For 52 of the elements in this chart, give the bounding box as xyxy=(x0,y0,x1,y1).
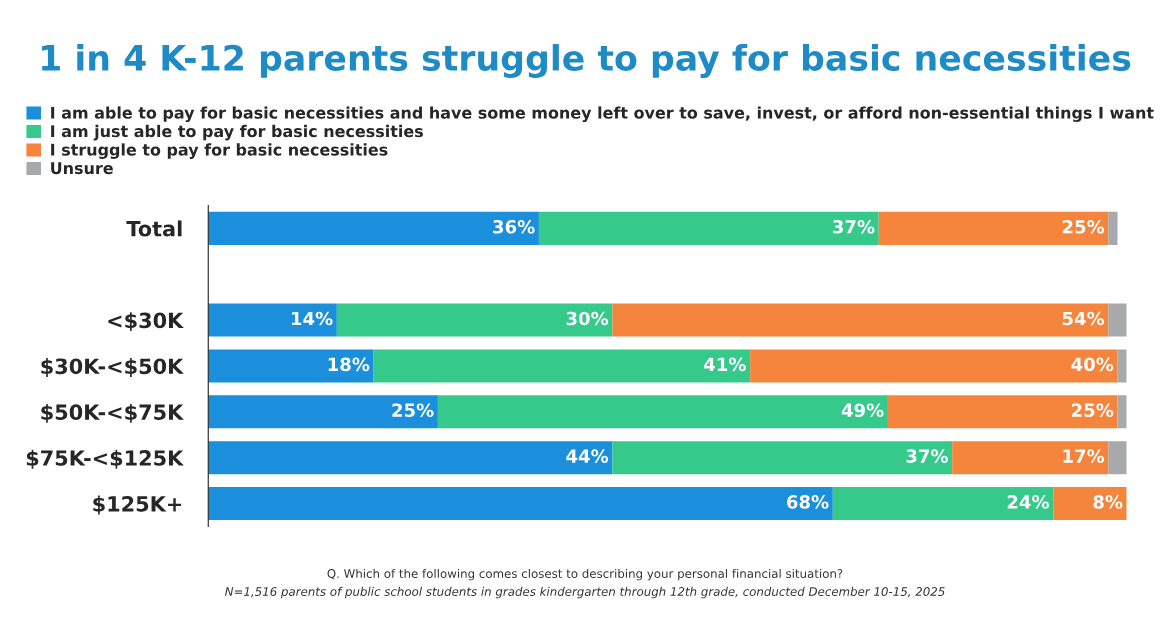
bar xyxy=(208,303,337,337)
bar xyxy=(208,349,374,383)
bar xyxy=(208,441,613,475)
bar xyxy=(336,303,613,337)
y-tick-label: $50K-<$75K xyxy=(41,403,184,423)
data-label: 24% xyxy=(1007,495,1049,509)
data-label: 54% xyxy=(1062,311,1105,326)
text: N=1,516 parents of public school students in grades kindergarten through 12th grade, conducted December 10-15, 2025 xyxy=(225,586,945,599)
data-label: 17% xyxy=(1063,449,1105,463)
bar xyxy=(612,303,1109,337)
data-label: 8% xyxy=(1093,495,1123,509)
legend-label: I am just able to pay for basic necessities xyxy=(51,124,423,141)
y-tick-label: Total xyxy=(126,220,182,237)
legend-label: I am able to pay for basic necessities and have some money left over to save, invest, or afford non-essential things I want xyxy=(51,106,1154,122)
bar xyxy=(538,211,879,245)
data-label: 36% xyxy=(493,219,535,234)
data-label: 41% xyxy=(704,357,746,372)
bar xyxy=(208,487,833,521)
bar xyxy=(1108,303,1127,337)
bar xyxy=(887,395,1118,429)
data-label: 68% xyxy=(787,495,829,509)
data-label: 25% xyxy=(392,403,434,418)
bar xyxy=(952,441,1109,475)
bar xyxy=(208,395,438,429)
bar xyxy=(878,211,1109,245)
data-label: 44% xyxy=(566,449,609,463)
bar xyxy=(612,441,953,475)
bar xyxy=(750,349,1118,383)
data-label: 18% xyxy=(328,357,370,372)
bar xyxy=(1108,211,1118,245)
data-label: 37% xyxy=(833,219,875,234)
data-label: 25% xyxy=(1072,403,1114,418)
bar xyxy=(437,395,888,429)
bar xyxy=(208,211,539,245)
data-label: 49% xyxy=(841,403,884,418)
bar xyxy=(832,487,1054,521)
y-tick-label: <$30K xyxy=(108,312,184,332)
data-label: 40% xyxy=(1071,357,1114,372)
chart-title: 1 in 4 K-12 parents struggle to pay for basic necessities xyxy=(42,44,1131,78)
legend-label: I struggle to pay for basic necessities xyxy=(51,143,388,159)
text: Q. Which of the following comes closest to describing your personal financial situation? xyxy=(327,568,843,581)
data-label: 37% xyxy=(906,449,948,463)
bar xyxy=(1108,441,1127,475)
bar xyxy=(1053,487,1127,521)
bar xyxy=(373,349,751,383)
y-tick-label: $30K-<$50K xyxy=(41,358,184,377)
data-label: 25% xyxy=(1062,219,1105,234)
legend-label: Unsure xyxy=(51,162,113,175)
y-tick-label: $75K-<$125K xyxy=(26,449,184,469)
data-label: 14% xyxy=(291,311,333,326)
data-label: 30% xyxy=(566,311,609,326)
y-tick-label: $125K+ xyxy=(93,495,182,515)
